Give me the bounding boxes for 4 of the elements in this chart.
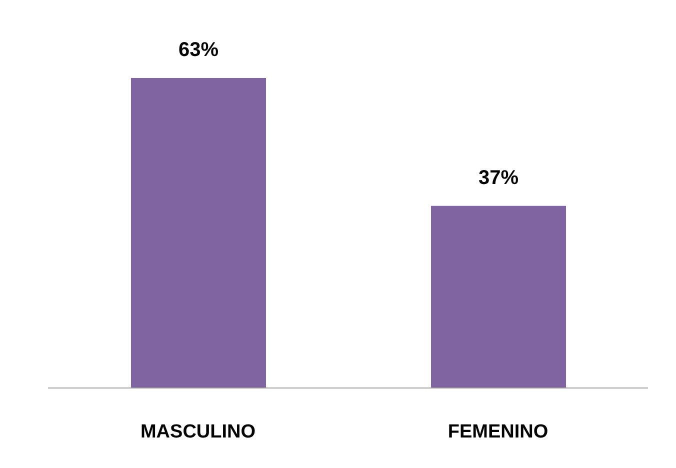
- x-tick-label: FEMENINO: [448, 421, 548, 442]
- x-tick-label: MASCULINO: [140, 421, 256, 442]
- data-label: 37%: [478, 166, 519, 189]
- data-label: 63%: [178, 39, 219, 61]
